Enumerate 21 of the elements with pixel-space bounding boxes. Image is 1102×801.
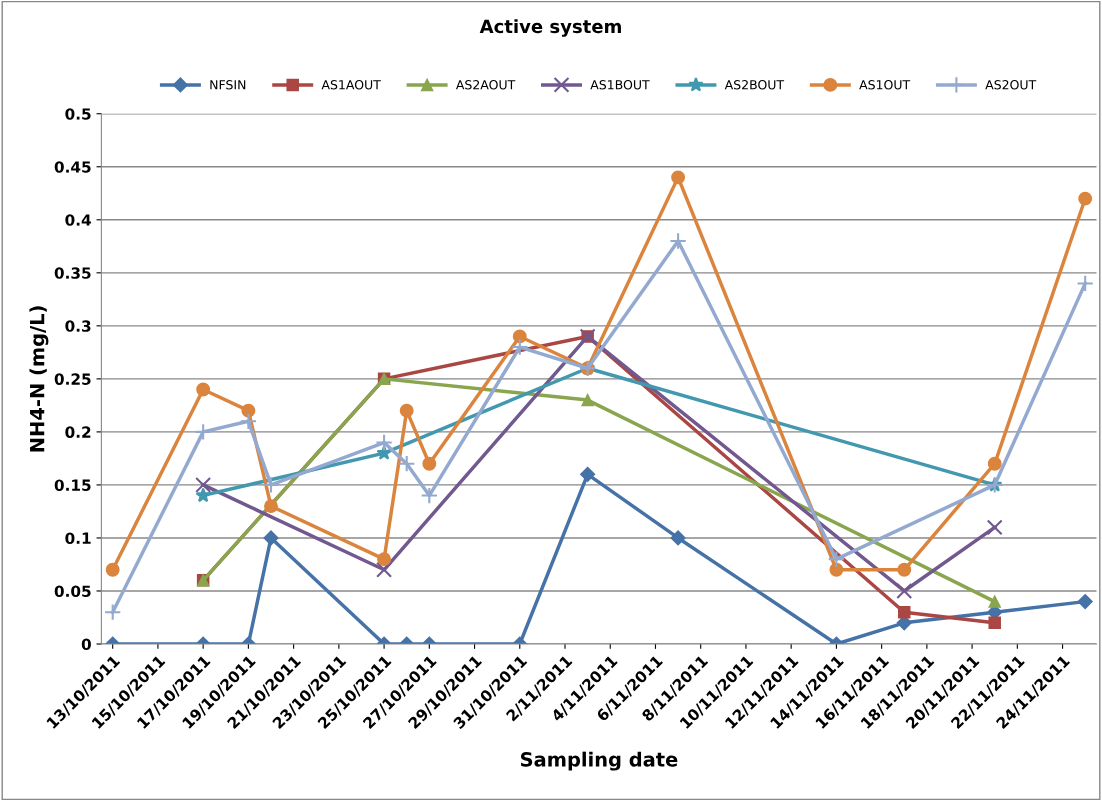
- y-tick-label: 0.2: [65, 426, 91, 438]
- chart-title: Active system: [479, 19, 621, 37]
- legend-label: AS2AOUT: [455, 80, 516, 90]
- y-tick-label: 0.25: [54, 373, 91, 385]
- legend-label: AS2BOUT: [724, 80, 785, 90]
- y-axis-title: NH4-N (mg/L): [29, 306, 49, 452]
- y-tick-label: 0.1: [65, 532, 91, 544]
- x-axis-title: Sampling date: [520, 751, 678, 771]
- y-tick-label: 0.35: [54, 267, 91, 279]
- y-tick-label: 0.3: [65, 320, 91, 332]
- y-tick-label: 0.4: [65, 214, 91, 226]
- y-tick-label: 0.05: [54, 585, 91, 597]
- y-tick-label: 0.45: [54, 161, 91, 173]
- legend-label: AS2OUT: [985, 80, 1037, 90]
- legend-label: AS1AOUT: [321, 80, 381, 90]
- y-tick-label: 0.15: [54, 479, 91, 491]
- legend-label: AS1BOUT: [590, 80, 650, 90]
- legend-label: NFSIN: [210, 80, 246, 90]
- legend-label: AS1OUT: [859, 80, 911, 90]
- y-tick-label: 0: [81, 638, 91, 651]
- y-tick-label: 0.5: [65, 108, 91, 120]
